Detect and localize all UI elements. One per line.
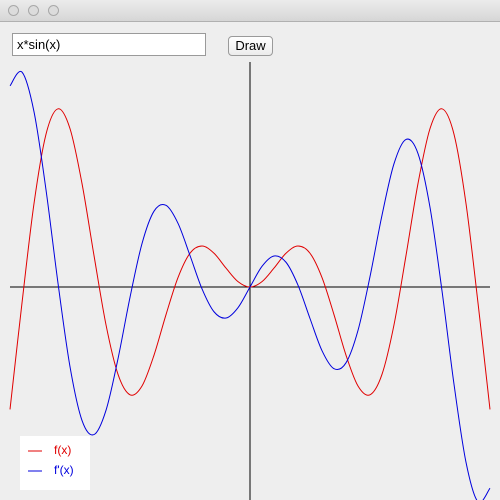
close-button[interactable]: [8, 5, 19, 16]
legend-label: f'(x): [54, 463, 74, 477]
legend-box: [20, 436, 90, 490]
title-bar: [0, 0, 500, 22]
curves: [9, 70, 491, 500]
minimize-button[interactable]: [28, 5, 39, 16]
curve: [9, 70, 491, 500]
draw-button[interactable]: Draw: [228, 36, 273, 56]
zoom-button[interactable]: [48, 5, 59, 16]
legend-label: f(x): [54, 443, 71, 457]
formula-input[interactable]: x*sin(x): [12, 33, 206, 56]
